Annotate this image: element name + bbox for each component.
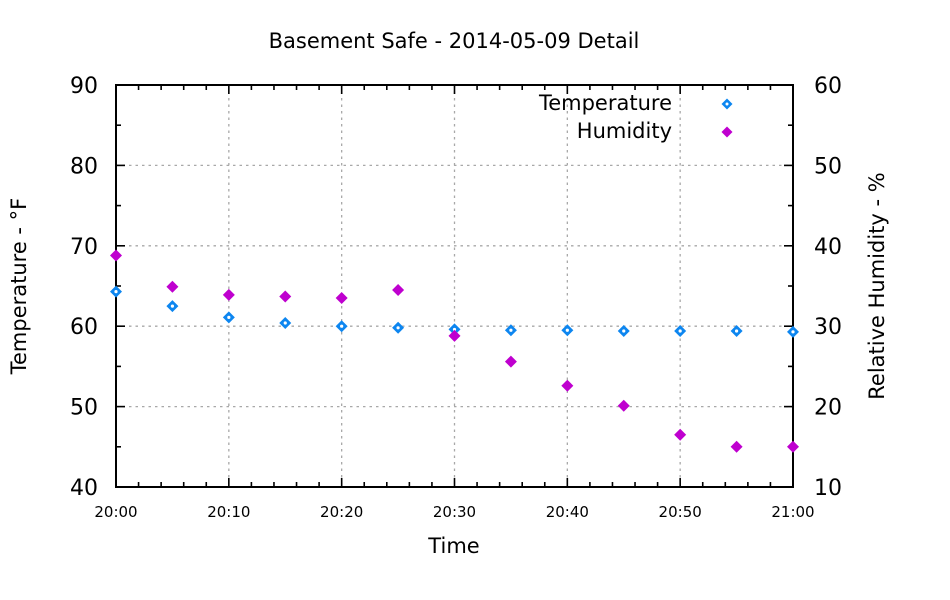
y-tick-label-left: 40: [70, 476, 98, 501]
x-tick-label: 20:40: [546, 503, 589, 521]
data-point-humidity: [448, 329, 461, 342]
y-tick-label-right: 40: [814, 235, 842, 260]
x-axis-label: Time: [427, 534, 479, 558]
y-tick-labels-right: 10 20 30 40 50 60: [814, 74, 842, 501]
legend-label-humidity: Humidity: [577, 119, 672, 143]
data-point-humidity: [222, 288, 235, 301]
gridlines: [116, 85, 793, 487]
x-tick-labels: 20:00 20:10 20:20 20:30 20:40 20:50 21:00: [94, 503, 814, 521]
data-points: [110, 249, 799, 453]
legend-marker-center-dot: [725, 102, 729, 106]
legend-marker-shape: [721, 126, 733, 138]
data-point-humidity: [787, 440, 799, 453]
y-tick-label-left: 90: [70, 74, 98, 99]
x-tick-label: 21:00: [771, 503, 814, 521]
legend-item-temperature: Temperature: [538, 91, 733, 115]
data-point-center-dot: [170, 304, 175, 308]
data-point-humidity: [674, 428, 687, 441]
y-tick-labels-left: 40 50 60 70 80 90: [70, 74, 98, 501]
y-axis-label-right: Relative Humidity - %: [865, 172, 889, 399]
data-point-humidity: [561, 379, 574, 392]
y-tick-label-left: 80: [70, 154, 98, 179]
legend-marker-humidity-icon: [721, 126, 733, 138]
legend: Temperature Humidity: [538, 91, 733, 143]
data-point-center-dot: [678, 329, 682, 333]
data-point-center-dot: [452, 327, 457, 332]
x-tick-label: 20:10: [207, 503, 250, 521]
data-point-center-dot: [791, 330, 795, 334]
chart-title: Basement Safe - 2014-05-09 Detail: [269, 29, 640, 53]
x-tick-label: 20:00: [94, 503, 137, 521]
y-tick-label-left: 60: [70, 315, 98, 340]
data-point-humidity: [504, 355, 517, 368]
x-tick-label: 20:50: [659, 503, 702, 521]
data-point-center-dot: [565, 328, 569, 332]
x-tick-label: 20:30: [433, 503, 476, 521]
y-tick-label-right: 10: [814, 476, 842, 501]
x-tick-label: 20:20: [320, 503, 363, 521]
data-point-center-dot: [396, 326, 400, 330]
legend-item-humidity: Humidity: [577, 119, 733, 143]
data-point-center-dot: [340, 324, 344, 328]
legend-marker-temperature-icon: [721, 98, 733, 110]
y-tick-label-right: 30: [814, 315, 842, 340]
data-point-humidity: [166, 280, 179, 293]
y-tick-label-right: 20: [814, 396, 842, 421]
data-point-center-dot: [283, 321, 287, 325]
data-point-center-dot: [734, 329, 739, 333]
data-point-humidity: [335, 292, 348, 305]
data-point-humidity: [730, 440, 743, 453]
y-axis-label-left: Temperature - °F: [7, 198, 31, 376]
legend-label-temperature: Temperature: [538, 91, 672, 115]
data-point-center-dot: [114, 290, 118, 294]
y-tick-label-right: 50: [814, 154, 842, 179]
y-tick-label-right: 60: [814, 74, 842, 99]
y-tick-label-left: 50: [70, 396, 98, 421]
data-point-center-dot: [622, 329, 626, 333]
data-point-center-dot: [227, 315, 231, 319]
data-point-center-dot: [509, 328, 513, 332]
data-point-humidity: [279, 290, 292, 303]
data-point-humidity: [617, 399, 630, 412]
data-point-humidity: [110, 249, 122, 262]
y-tick-label-left: 70: [70, 235, 98, 260]
data-point-humidity: [392, 284, 405, 297]
